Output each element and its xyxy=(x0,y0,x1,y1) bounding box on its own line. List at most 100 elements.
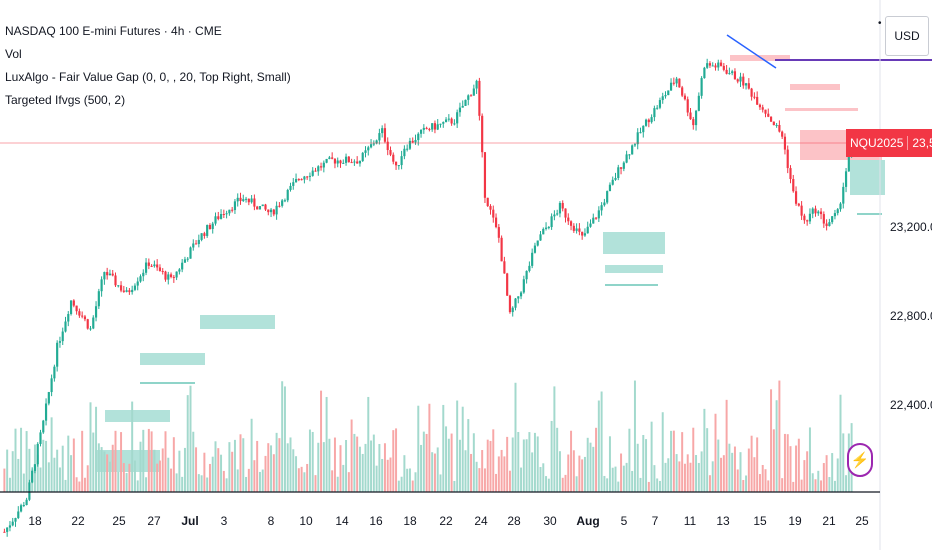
volume-bar xyxy=(450,433,453,492)
candle-body xyxy=(369,144,373,148)
volume-bar xyxy=(781,478,784,492)
candle-body xyxy=(575,228,578,231)
volume-bar xyxy=(253,460,256,492)
volume-bar xyxy=(178,450,181,492)
volume-bar xyxy=(775,400,778,492)
volume-bar xyxy=(170,468,173,492)
indicator-vol[interactable]: Vol xyxy=(5,47,22,61)
volume-bar xyxy=(139,441,142,492)
volume-bar xyxy=(586,437,589,492)
candle-body xyxy=(39,432,42,444)
candle-body xyxy=(825,223,828,227)
volume-bar xyxy=(8,477,11,492)
candle-body xyxy=(192,243,195,248)
candle-body xyxy=(72,300,75,306)
volume-bar xyxy=(761,464,764,492)
candle-body xyxy=(506,273,509,296)
volume-bar xyxy=(795,445,798,492)
candle-body xyxy=(122,290,125,292)
volume-bar xyxy=(486,439,489,492)
candle-body xyxy=(214,216,217,224)
candle-body xyxy=(78,311,81,316)
candle-body xyxy=(458,107,462,113)
volume-bar xyxy=(195,447,198,492)
volume-bar xyxy=(542,463,545,492)
volume-bar xyxy=(67,435,70,492)
candle-body xyxy=(356,161,359,164)
candle-body xyxy=(317,166,320,172)
volume-bar xyxy=(350,419,353,492)
volume-bar xyxy=(756,437,759,492)
candle-body xyxy=(597,210,600,219)
candle-body xyxy=(56,342,59,367)
volume-bar xyxy=(833,480,836,492)
bullish-fvg-zone xyxy=(605,265,663,273)
volume-bar xyxy=(545,476,548,492)
candle-body xyxy=(547,227,550,229)
candle-body xyxy=(89,328,92,330)
volume-bar xyxy=(200,475,203,492)
volume-bar xyxy=(286,443,289,492)
volume-bar xyxy=(603,475,606,492)
candle-body xyxy=(200,233,203,240)
candle-body xyxy=(422,127,425,130)
candle-body xyxy=(603,202,606,206)
candle-body xyxy=(331,157,334,159)
volume-bar xyxy=(789,446,792,492)
candle-body xyxy=(428,128,431,130)
x-tick-label: Aug xyxy=(576,514,599,528)
candle-body xyxy=(669,82,673,91)
volume-bar xyxy=(495,473,498,492)
candle-body xyxy=(561,202,564,209)
volume-bar xyxy=(120,432,123,492)
candle-body xyxy=(761,107,764,110)
volume-bar xyxy=(667,458,670,492)
volume-bar xyxy=(742,480,745,492)
volume-bar xyxy=(325,396,328,492)
candle-body xyxy=(739,76,742,82)
x-tick-label: 18 xyxy=(28,514,42,528)
candle-body xyxy=(342,162,345,164)
volume-bar xyxy=(461,406,464,492)
candle-body xyxy=(525,270,528,280)
indicator-targeted-ifvgs[interactable]: Targeted Ifvgs (500, 2) xyxy=(5,93,126,107)
volume-bar xyxy=(142,429,145,492)
lightning-icon[interactable]: ⚡ xyxy=(847,443,873,477)
volume-bar xyxy=(50,417,53,492)
candle-body xyxy=(836,209,839,214)
candle-body xyxy=(264,204,267,210)
currency-selector[interactable]: USD xyxy=(885,16,929,56)
candle-body xyxy=(183,259,187,263)
volume-bar xyxy=(156,463,159,492)
volume-bar xyxy=(581,459,584,492)
indicator-luxalgo-fvg[interactable]: LuxAlgo - Fair Value Gap (0, 0, , 20, To… xyxy=(5,70,291,84)
volume-bar xyxy=(683,463,686,492)
candle-body xyxy=(678,78,681,88)
symbol-title[interactable]: NASDAQ 100 E-mini Futures · 4h · CME xyxy=(5,24,222,38)
volume-bar xyxy=(225,478,228,492)
candle-body xyxy=(728,73,731,75)
candle-body xyxy=(403,148,406,157)
volume-bar xyxy=(147,428,150,492)
candle-body xyxy=(522,279,525,293)
candle-body xyxy=(425,127,428,129)
volume-bar xyxy=(114,430,117,492)
candle-body xyxy=(847,153,850,172)
volume-bar xyxy=(783,433,786,492)
volume-bar xyxy=(295,456,298,492)
volume-bar xyxy=(842,433,845,492)
candle-body xyxy=(442,122,445,124)
volume-bar xyxy=(278,438,281,492)
volume-bar xyxy=(828,477,831,492)
volume-bar xyxy=(220,454,223,492)
candle-body xyxy=(661,96,664,101)
candle-body xyxy=(208,225,212,230)
candle-body xyxy=(789,168,792,180)
volume-bar xyxy=(117,471,120,492)
volume-bar xyxy=(247,468,250,492)
volume-bar xyxy=(383,443,386,492)
candle-body xyxy=(142,272,145,277)
candle-body xyxy=(156,264,159,268)
candle-body xyxy=(492,209,495,218)
